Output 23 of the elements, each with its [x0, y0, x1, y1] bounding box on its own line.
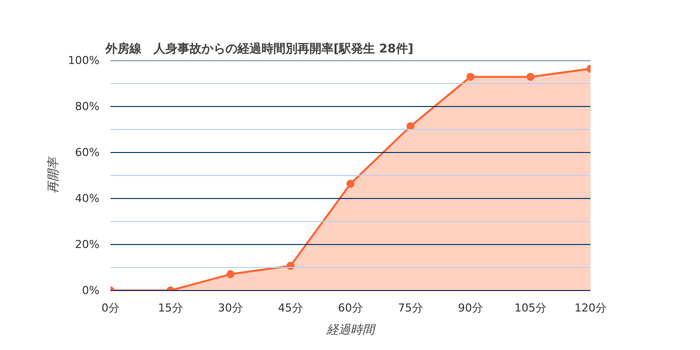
x-tick-label: 75分 [398, 302, 423, 314]
point [406, 122, 414, 130]
y-axis-title: 再開率 [46, 156, 60, 194]
y-tick-label: 20% [75, 238, 100, 251]
chart-title: 外房線 人身事故からの経過時間別再開率[駅発生 28件] [104, 42, 414, 56]
y-tick-label: 100% [68, 54, 100, 67]
y-tick-label: 0% [82, 284, 100, 297]
x-tick-label: 105分 [514, 302, 546, 314]
x-axis-title: 経過時間 [326, 322, 376, 336]
y-tick-label: 80% [75, 100, 100, 113]
x-tick-label: 45分 [278, 302, 303, 314]
x-tick-label: 30分 [218, 302, 243, 314]
x-tick-label: 120分 [574, 302, 606, 314]
x-tick-label: 90分 [458, 302, 483, 314]
point [226, 270, 234, 278]
point [526, 72, 534, 81]
point [466, 72, 474, 81]
x-tick-label: 0分 [102, 302, 120, 314]
y-tick-label: 40% [75, 192, 100, 205]
x-tick-label: 60分 [338, 302, 363, 314]
point [346, 180, 354, 188]
y-tick-label: 60% [75, 146, 100, 159]
x-tick-label: 15分 [158, 302, 183, 314]
